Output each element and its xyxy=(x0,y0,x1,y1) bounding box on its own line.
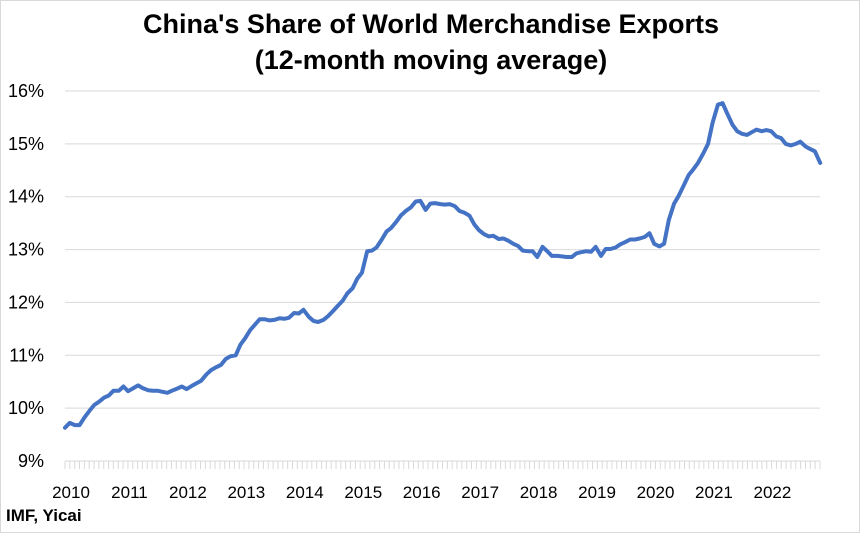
x-tick-label: 2013 xyxy=(227,483,265,502)
x-axis xyxy=(64,460,821,469)
chart-title-line-1: China's Share of World Merchandise Expor… xyxy=(142,9,720,39)
y-tick-label: 9% xyxy=(18,451,44,471)
chart-title: China's Share of World Merchandise Expor… xyxy=(0,6,862,78)
x-tick-label: 2016 xyxy=(403,483,441,502)
y-tick-label: 13% xyxy=(8,240,44,260)
x-tick-label: 2019 xyxy=(578,483,616,502)
x-tick-label: 2021 xyxy=(695,483,733,502)
x-tick-label: 2015 xyxy=(344,483,382,502)
series-line xyxy=(63,101,823,430)
x-tick-label: 2018 xyxy=(520,483,558,502)
source-note: IMF, Yicai xyxy=(6,506,82,525)
y-axis-tick-labels: 9% 10% 11% 12% 13% 14% 15% 16% xyxy=(8,81,44,471)
x-tick-label: 2012 xyxy=(169,483,207,502)
series-lines xyxy=(63,101,823,430)
chart-title-line-2: (12-month moving average) xyxy=(254,45,608,75)
y-tick-label: 12% xyxy=(8,292,44,312)
y-tick-label: 10% xyxy=(8,398,44,418)
x-tick-label: 2022 xyxy=(754,483,792,502)
x-tick-label: 2020 xyxy=(637,483,675,502)
gridlines xyxy=(65,90,820,409)
y-tick-label: 15% xyxy=(8,134,44,154)
y-tick-label: 11% xyxy=(9,345,44,365)
x-tick-label: 2010 xyxy=(52,483,90,502)
x-axis-tick-labels: 2010 2011 2012 2013 2014 2015 2016 2017 2018 2019… xyxy=(52,483,791,502)
x-tick-label: 2017 xyxy=(461,483,499,502)
y-tick-label: 16% xyxy=(8,81,44,101)
x-tick-label: 2014 xyxy=(286,483,324,502)
x-tick-label: 2011 xyxy=(111,483,148,502)
y-tick-label: 14% xyxy=(8,187,44,207)
